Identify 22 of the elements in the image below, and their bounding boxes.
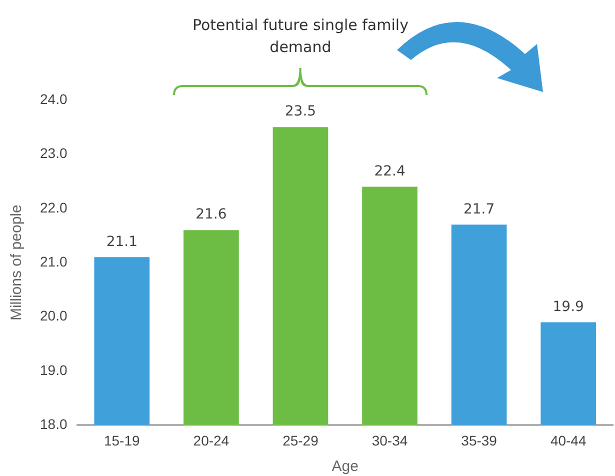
x-tick-label: 40-44 bbox=[550, 432, 586, 448]
x-axis-title: Age bbox=[332, 458, 358, 476]
data-label: 21.6 bbox=[196, 206, 227, 223]
data-label: 21.1 bbox=[106, 234, 138, 250]
data-label: 22.4 bbox=[374, 163, 406, 180]
y-tick-label: 24.0 bbox=[40, 90, 68, 107]
x-tick-label: 20-24 bbox=[193, 432, 230, 448]
y-tick-label: 22.0 bbox=[40, 199, 68, 216]
x-tick-label: 15-19 bbox=[104, 432, 140, 448]
x-tick-label: 30-34 bbox=[372, 432, 408, 448]
data-label: 19.9 bbox=[552, 298, 584, 315]
data-label: 23.5 bbox=[284, 104, 316, 120]
y-tick-label: 21.0 bbox=[40, 253, 68, 270]
data-label: 21.7 bbox=[463, 201, 495, 218]
y-tick-label: 18.0 bbox=[40, 416, 68, 432]
y-tick-label: 19.0 bbox=[40, 362, 68, 378]
y-axis-title: Millions of people bbox=[8, 204, 26, 321]
y-tick-label: 20.0 bbox=[40, 308, 68, 324]
x-tick-label: 25-29 bbox=[282, 432, 319, 448]
text: Potential future single family demand bbox=[191, 15, 410, 58]
x-tick-label: 35-39 bbox=[461, 432, 498, 448]
y-tick-label: 23.0 bbox=[40, 145, 68, 162]
